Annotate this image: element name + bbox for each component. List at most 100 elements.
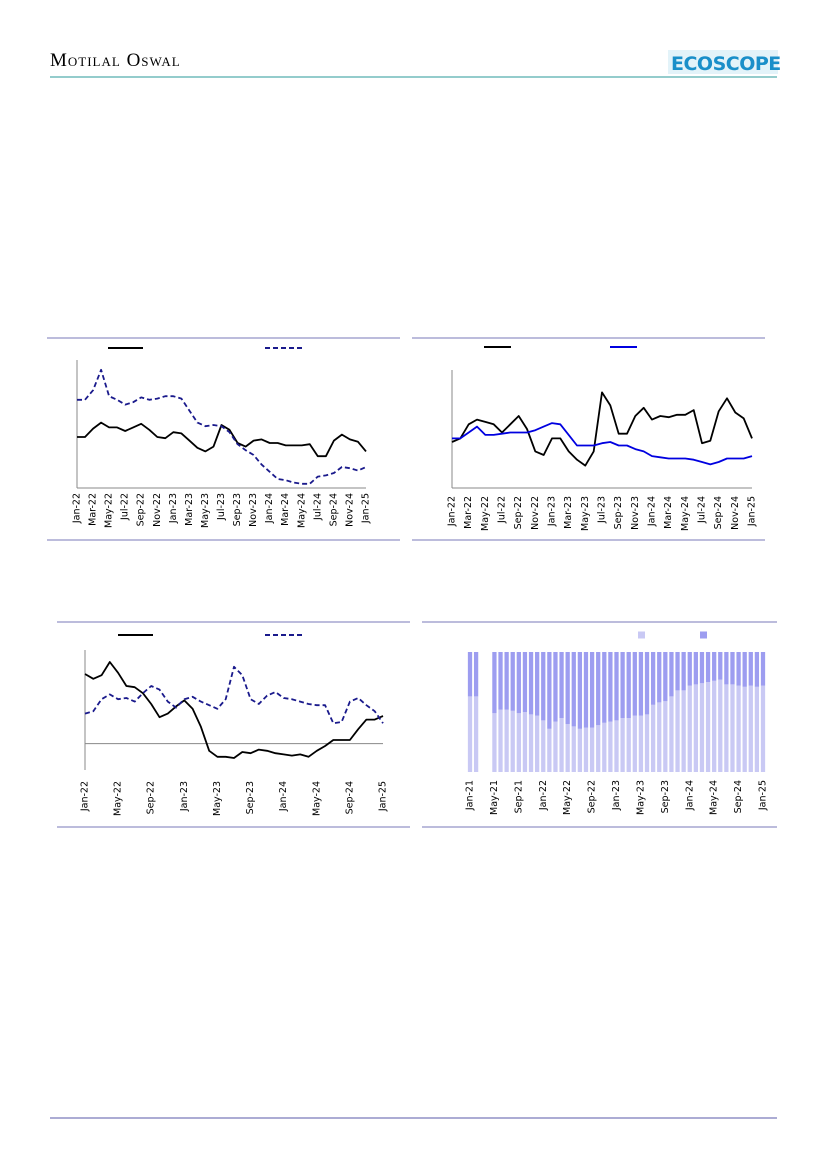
x-tick-label: May-23 xyxy=(212,781,223,816)
x-tick-label: Jul-22 xyxy=(120,493,131,521)
bar-segment xyxy=(467,652,473,697)
x-tick-label: Nov-23 xyxy=(248,493,259,527)
bar-segment xyxy=(736,652,741,686)
bar-segment xyxy=(589,652,595,728)
bar-segment xyxy=(748,685,753,772)
bar-segment xyxy=(535,715,540,772)
bar-segment xyxy=(644,714,650,772)
x-tick-label: May-21 xyxy=(489,780,500,815)
logo-back xyxy=(668,50,778,74)
bar-segment xyxy=(522,712,528,772)
bar-segment xyxy=(583,727,589,772)
x-tick-label: Nov-24 xyxy=(344,493,355,527)
bar-segment xyxy=(553,721,558,772)
bar-segment xyxy=(632,715,637,772)
x-tick-label: Jan-23 xyxy=(179,781,190,812)
bar-segment xyxy=(632,652,637,716)
x-tick-label: Jan-21 xyxy=(465,780,476,811)
bar-segment xyxy=(577,652,583,729)
x-tick-label: Jan-22 xyxy=(80,781,91,812)
bar-segment xyxy=(522,652,528,712)
bar-segment xyxy=(473,696,479,772)
x-tick-label: Jul-23 xyxy=(597,496,608,524)
x-tick-label: Sep-21 xyxy=(513,780,524,813)
bar-segment xyxy=(644,652,650,715)
x-tick-label: Jan-25 xyxy=(747,496,758,527)
legend-swatch xyxy=(700,631,707,639)
bar-segment xyxy=(510,652,515,711)
bar-segment xyxy=(565,724,570,772)
bar-segment xyxy=(754,686,760,772)
bar-segment xyxy=(626,652,631,718)
bar-segment xyxy=(492,713,497,772)
bar-segment xyxy=(699,683,705,772)
x-tick-label: Jul-22 xyxy=(497,496,508,524)
x-tick-label: Jan-23 xyxy=(547,496,558,527)
x-tick-label: Jan-25 xyxy=(758,780,769,811)
x-tick-label: May-23 xyxy=(200,493,211,528)
bar-segment xyxy=(547,652,552,729)
bar-segment xyxy=(559,718,564,772)
x-tick-label: Jan-22 xyxy=(72,493,83,524)
x-tick-label: Jul-24 xyxy=(312,493,323,521)
x-tick-label: Mar-22 xyxy=(88,493,99,526)
x-tick-label: Sep-24 xyxy=(733,780,744,813)
bar-segment xyxy=(638,715,644,772)
x-tick-label: Sep-22 xyxy=(587,780,598,813)
x-tick-label: May-22 xyxy=(104,493,115,528)
x-tick-label: Jan-23 xyxy=(611,780,622,811)
x-tick-label: Mar-23 xyxy=(184,493,195,526)
bar-segment xyxy=(699,652,705,684)
bar-segment xyxy=(467,696,473,772)
bar-segment xyxy=(614,652,619,721)
series-line xyxy=(77,421,367,458)
bar-segment xyxy=(712,652,717,681)
bar-segment xyxy=(577,728,583,772)
bar-segment xyxy=(663,652,668,702)
series-line xyxy=(77,368,367,485)
bar-segment xyxy=(589,727,595,772)
bar-segment xyxy=(510,710,515,772)
x-tick-label: May-24 xyxy=(311,781,322,816)
bar-segment xyxy=(596,652,601,726)
bar-segment xyxy=(516,713,521,772)
bar-segment xyxy=(571,652,576,727)
x-tick-label: Jan-25 xyxy=(361,493,372,524)
x-tick-label: May-24 xyxy=(709,780,720,815)
x-tick-label: Sep-23 xyxy=(232,493,243,526)
bar-segment xyxy=(705,682,711,772)
bar-segment xyxy=(473,652,479,697)
series-line xyxy=(84,661,384,759)
x-tick-label: Mar-22 xyxy=(463,496,474,529)
bar-segment xyxy=(528,652,534,715)
x-tick-label: Nov-24 xyxy=(730,496,741,530)
bar-segment xyxy=(620,652,625,718)
x-tick-label: Sep-24 xyxy=(713,496,724,529)
logo: ECOSCOPE xyxy=(671,53,781,75)
bar-segment xyxy=(742,686,747,772)
bar-segment xyxy=(748,652,753,686)
bar-segment xyxy=(718,652,723,680)
x-tick-label: May-23 xyxy=(580,496,591,531)
x-tick-label: Sep-24 xyxy=(344,781,355,814)
bar-segment xyxy=(650,652,656,705)
bar-segment xyxy=(669,652,674,697)
x-tick-label: Jan-24 xyxy=(264,493,275,524)
bar-segment xyxy=(565,652,570,724)
bar-segment xyxy=(718,679,723,772)
bar-segment xyxy=(760,652,766,686)
bar-segment xyxy=(553,652,558,722)
bar-segment xyxy=(602,652,607,723)
bar-segment xyxy=(516,652,521,714)
bar-segment xyxy=(638,652,644,716)
bar-segment xyxy=(547,728,552,772)
x-tick-label: Sep-22 xyxy=(136,493,147,526)
bar-segment xyxy=(620,718,625,772)
legend-swatch xyxy=(638,631,645,639)
x-tick-label: Jan-24 xyxy=(647,496,658,527)
bar-segment xyxy=(614,720,619,772)
bar-segment xyxy=(504,652,509,710)
bar-segment xyxy=(754,652,760,687)
bar-segment xyxy=(492,652,497,714)
